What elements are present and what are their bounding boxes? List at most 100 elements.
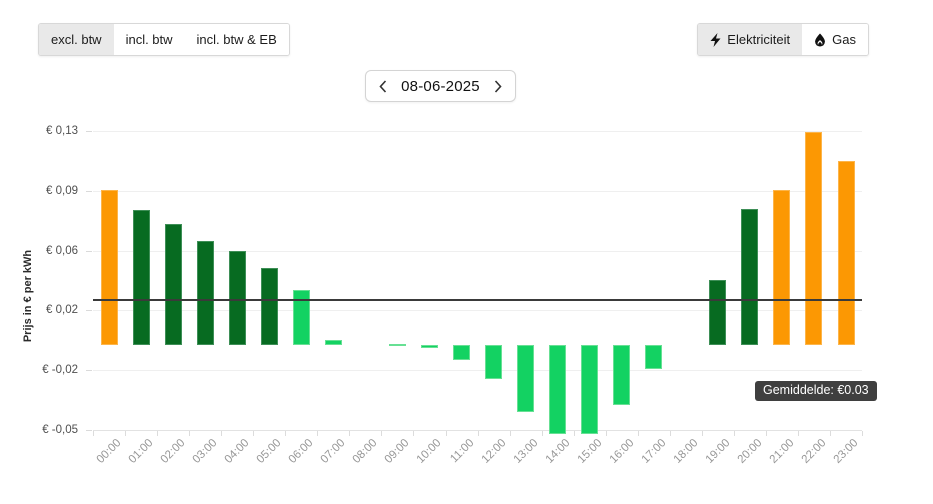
x-tick-mark [93, 431, 94, 436]
x-tick-mark [125, 431, 126, 436]
x-tick-mark [253, 431, 255, 436]
y-gridline [93, 250, 862, 252]
price-bar-17:00[interactable] [645, 345, 663, 369]
x-axis-label: 21:00 [767, 437, 797, 466]
price-bar-21:00[interactable] [773, 189, 791, 345]
x-axis-label: 12:00 [479, 437, 508, 466]
x-axis-label: 13:00 [511, 437, 541, 466]
price-bar-chart: Prijs in € per kWh € 0,13 € 0,09 € 0,06 € 0… [0, 104, 933, 504]
x-tick-mark [349, 431, 351, 436]
price-bar-23:00[interactable] [837, 160, 855, 345]
y-tick-mark [86, 370, 92, 372]
tab-excl-btw[interactable]: excl. btw [39, 24, 114, 55]
tab-incl-btw[interactable]: incl. btw [113, 24, 185, 55]
x-axis-line [93, 430, 862, 431]
y-gridline [93, 310, 862, 312]
price-bar-19:00[interactable] [709, 280, 727, 345]
price-bar-16:00[interactable] [613, 345, 631, 405]
y-tick-mark [86, 250, 92, 252]
toggle-elektriciteit[interactable]: Elektriciteit [698, 24, 803, 55]
y-tick-mark [86, 429, 92, 431]
x-axis-label: 22:00 [799, 437, 829, 466]
y-axis-tick-label: € 0,06 [46, 244, 78, 257]
x-axis-label: 03:00 [190, 437, 220, 466]
flame-icon [814, 33, 826, 47]
x-axis-label: 20:00 [735, 437, 765, 466]
price-bar-13:00[interactable] [517, 345, 535, 412]
x-tick-mark [189, 431, 191, 436]
x-tick-mark [765, 431, 767, 436]
x-tick-mark [477, 431, 479, 436]
toggle-gas-label: Gas [832, 32, 856, 47]
tab-incl-btw-eb[interactable]: incl. btw & EB [184, 24, 289, 55]
x-tick-mark [830, 431, 831, 436]
x-tick-mark [541, 431, 543, 436]
x-tick-mark [605, 431, 607, 436]
price-bar-07:00[interactable] [324, 339, 342, 345]
bolt-icon [710, 32, 721, 47]
toggle-gas[interactable]: Gas [802, 24, 868, 55]
y-gridline [93, 191, 862, 192]
price-bar-06:00[interactable] [292, 290, 310, 345]
y-axis-tick-label: € 0,02 [46, 304, 78, 317]
x-axis-label: 17:00 [639, 437, 669, 466]
x-tick-mark [413, 431, 415, 436]
x-axis-label: 16:00 [607, 437, 637, 466]
x-tick-mark [157, 431, 159, 436]
x-tick-mark [669, 431, 671, 436]
price-bar-20:00[interactable] [741, 208, 759, 345]
y-tick-mark [86, 310, 92, 312]
price-bar-10:00[interactable] [420, 345, 438, 349]
average-price-line [93, 299, 862, 301]
x-tick-mark [797, 431, 799, 436]
x-axis-label: 02:00 [158, 437, 188, 466]
price-bar-14:00[interactable] [549, 345, 567, 434]
x-axis-label: 10:00 [415, 437, 444, 466]
y-axis-tick-label: € -0,02 [42, 364, 78, 377]
x-axis-label: 18:00 [671, 437, 701, 466]
x-axis-label: 04:00 [222, 437, 252, 466]
price-bar-02:00[interactable] [164, 223, 182, 345]
y-tick-mark [86, 191, 92, 192]
average-tooltip: Gemiddelde: €0.03 [755, 381, 877, 401]
date-navigator: 08-06-2025 [365, 70, 516, 102]
x-axis-label: 01:00 [126, 437, 156, 466]
price-bar-04:00[interactable] [228, 251, 246, 345]
y-axis-tick-label: € 0,13 [46, 125, 78, 138]
x-axis-label: 11:00 [447, 437, 476, 466]
y-axis-tick-label: € 0,09 [46, 185, 78, 197]
x-axis-label: 06:00 [286, 437, 316, 466]
y-axis-tick-label: € -0,05 [42, 423, 78, 436]
x-axis-label: 19:00 [703, 437, 733, 466]
y-gridline [93, 131, 862, 133]
price-bar-09:00[interactable] [388, 343, 406, 346]
next-date-button[interactable] [492, 78, 504, 95]
x-tick-mark [221, 431, 223, 436]
prev-date-button[interactable] [377, 78, 389, 95]
chevron-left-icon [379, 79, 387, 93]
x-axis-label: 15:00 [575, 437, 605, 466]
x-tick-mark [317, 431, 319, 436]
x-tick-mark [285, 431, 287, 436]
x-tick-mark [573, 431, 575, 436]
price-bar-03:00[interactable] [196, 240, 214, 345]
toggle-elektriciteit-label: Elektriciteit [727, 32, 791, 47]
x-axis-label: 08:00 [351, 437, 380, 466]
price-bar-05:00[interactable] [260, 268, 278, 345]
chevron-right-icon [494, 79, 502, 93]
x-tick-mark [637, 431, 639, 436]
x-tick-mark [862, 431, 863, 436]
price-bar-22:00[interactable] [805, 131, 823, 346]
x-axis-label: 05:00 [254, 437, 284, 466]
x-tick-mark [509, 431, 511, 436]
price-bar-01:00[interactable] [132, 210, 150, 345]
price-bar-15:00[interactable] [581, 345, 599, 434]
vat-tab-group: excl. btw incl. btw incl. btw & EB [38, 23, 290, 56]
y-tick-mark [86, 131, 92, 133]
energy-toggle-group: Elektriciteit Gas [697, 23, 869, 56]
x-tick-mark [445, 431, 447, 436]
price-bar-11:00[interactable] [453, 345, 470, 361]
price-bar-00:00[interactable] [100, 189, 118, 345]
x-axis-label: 09:00 [383, 437, 412, 466]
price-bar-12:00[interactable] [485, 345, 502, 380]
